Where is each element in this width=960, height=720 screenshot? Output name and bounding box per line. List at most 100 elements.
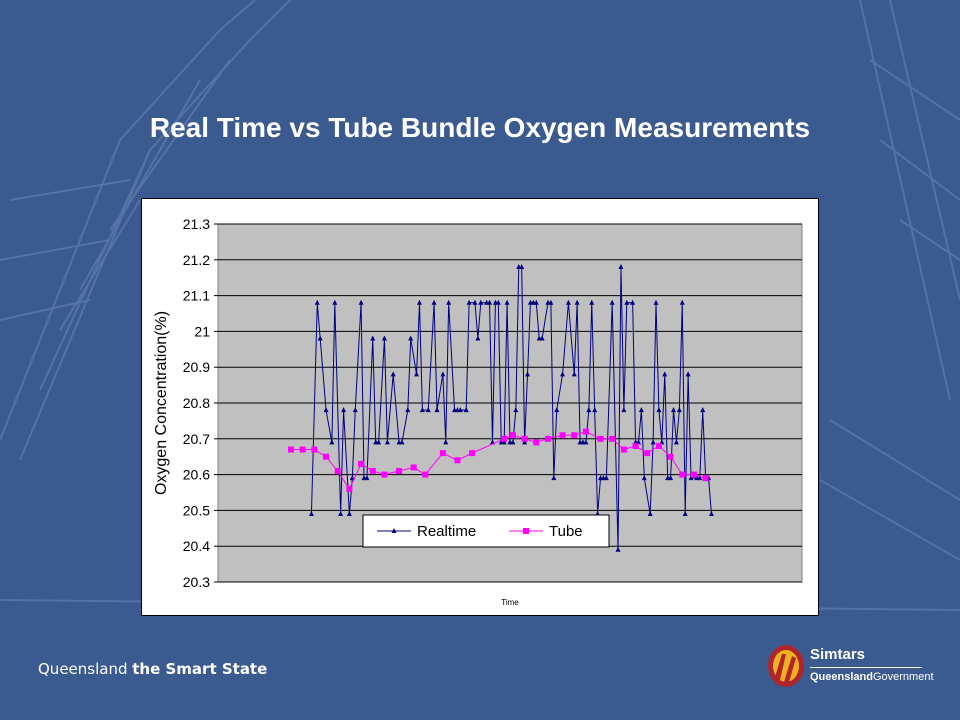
slide-title: Real Time vs Tube Bundle Oxygen Measurem… [149,112,811,143]
y-tick-label: 20.8 [183,395,210,411]
data-point-realtime [457,407,463,413]
data-point-realtime [475,335,481,341]
data-point-tube [439,450,446,457]
data-point-realtime [510,439,516,445]
data-point-realtime [425,407,431,413]
data-point-realtime [650,439,656,445]
y-tick-label: 21.1 [183,288,210,304]
data-point-tube [597,435,604,442]
data-point-realtime [443,439,449,445]
logo-government: Government [872,671,934,683]
legend-marker-realtime [391,528,397,533]
data-point-realtime [472,299,478,305]
data-point-tube [632,442,639,449]
data-point-realtime [478,299,484,305]
data-point-tube [396,468,403,475]
data-point-realtime [519,263,525,269]
data-point-realtime [364,475,370,481]
data-point-realtime [513,407,519,413]
data-point-realtime [676,407,682,413]
y-tick-label: 20.6 [183,467,210,483]
data-point-realtime [446,299,452,305]
y-tick-label: 20.3 [183,574,210,590]
data-point-tube [346,485,353,492]
data-point-realtime [408,335,414,341]
data-point-realtime [414,371,420,377]
data-point-realtime [501,439,507,445]
data-point-realtime [583,439,589,445]
data-point-realtime [308,510,314,516]
data-point-realtime [589,299,595,305]
data-point-realtime [592,407,598,413]
data-point-tube [544,435,551,442]
data-point-realtime [533,299,539,305]
data-point-realtime [700,407,706,413]
data-point-tube [469,450,476,457]
data-point-realtime [554,407,560,413]
data-point-realtime [624,299,630,305]
data-point-realtime [656,407,662,413]
legend-marker-tube [523,528,529,534]
y-tick-label: 20.9 [183,359,210,375]
data-point-realtime [641,475,647,481]
data-point-tube [454,457,461,464]
data-point-realtime [466,299,472,305]
data-point-realtime [358,299,364,305]
data-point-tube [559,432,566,439]
data-point-realtime [671,407,677,413]
data-point-tube [410,464,417,471]
data-point-realtime [548,299,554,305]
data-point-realtime [381,335,387,341]
data-point-realtime [431,299,437,305]
data-point-realtime [504,299,510,305]
data-point-tube [422,471,429,478]
data-point-tube [501,435,508,442]
data-point-realtime [329,439,335,445]
data-point-realtime [405,407,411,413]
data-point-tube [311,446,318,453]
data-point-realtime [346,510,352,516]
data-point-tube [323,453,330,460]
data-point-realtime [609,299,615,305]
legend-label-realtime: Realtime [417,523,476,540]
y-tick-label: 21.3 [183,216,210,232]
data-point-tube [644,450,651,457]
data-point-realtime [495,299,501,305]
data-point-realtime [638,407,644,413]
y-tick-label: 20.7 [183,431,210,447]
data-point-realtime [571,371,577,377]
data-point-realtime [434,407,440,413]
data-point-realtime [560,371,566,377]
y-tick-label: 20.4 [183,538,210,554]
data-point-realtime [615,546,621,552]
data-point-realtime [370,335,376,341]
data-point-realtime [586,407,592,413]
data-point-realtime [384,439,390,445]
data-point-tube [582,428,589,435]
footer-tagline: Queensland the Smart State [38,660,267,678]
data-point-realtime [463,407,469,413]
data-point-tube [702,475,709,482]
logo-brand-text: Simtars [810,646,866,663]
tagline-queensland: Queensland [38,660,133,678]
data-point-realtime [682,510,688,516]
data-point-realtime [662,371,668,377]
data-point-realtime [603,475,609,481]
y-tick-label: 21.2 [183,252,210,268]
data-point-tube [609,435,616,442]
data-point-realtime [668,475,674,481]
data-point-tube [509,432,516,439]
data-point-realtime [440,371,446,377]
data-point-realtime [390,371,396,377]
y-tick-label: 20.5 [183,502,210,518]
data-point-realtime [653,299,659,305]
data-point-realtime [574,299,580,305]
data-point-tube [533,439,540,446]
data-point-realtime [399,439,405,445]
data-point-tube [690,471,697,478]
data-point-realtime [688,475,694,481]
data-point-realtime [679,299,685,305]
data-point-realtime [618,263,624,269]
simtars-emblem-icon [768,645,804,687]
logo-government-text: QueenslandGovernment [810,671,934,683]
